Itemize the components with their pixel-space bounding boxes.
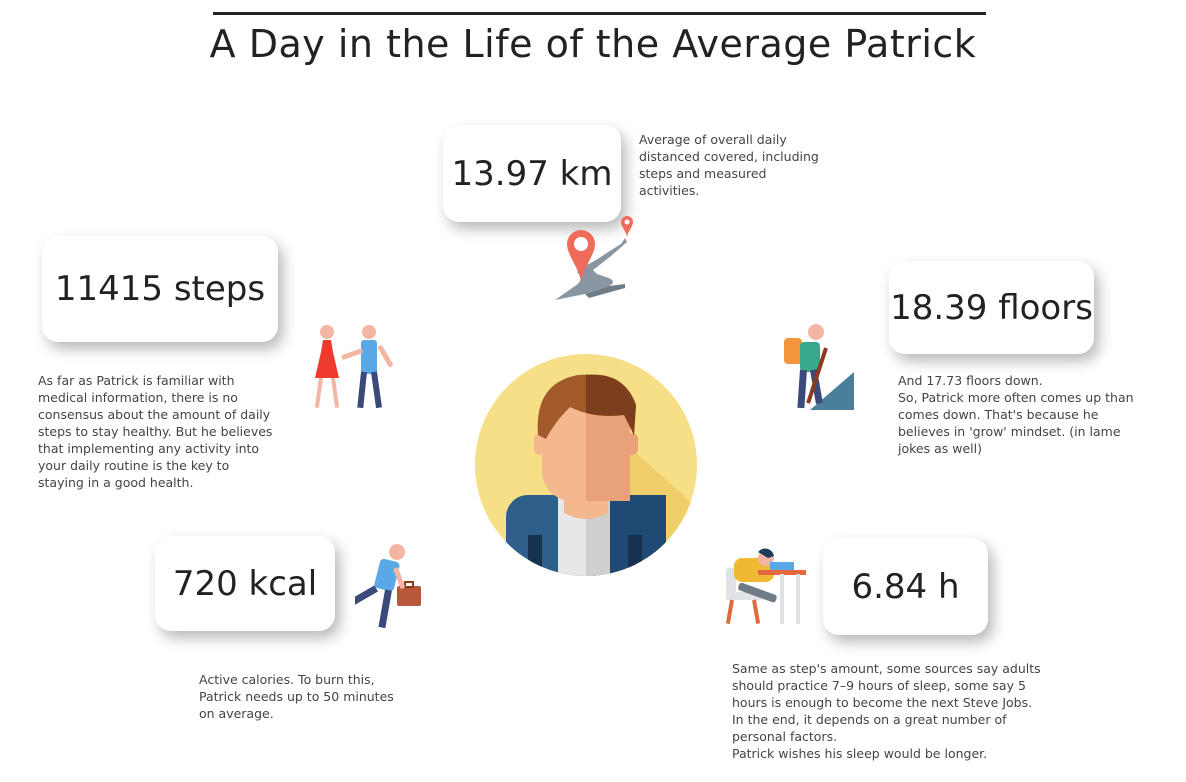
- page-title: A Day in the Life of the Average Patrick: [209, 22, 977, 66]
- walking-couple-icon: [314, 325, 393, 409]
- floors-card: 18.39 floors: [889, 261, 1094, 354]
- distance-value: 13.97 km: [451, 153, 613, 194]
- distance-description: Average of overall daily distanced cover…: [639, 132, 819, 198]
- map-pin-road-icon: [555, 216, 633, 300]
- distance-card: 13.97 km: [443, 125, 621, 222]
- sleep-card: 6.84 h: [823, 538, 988, 635]
- sleep-description: Same as step's amount, some sources say …: [732, 660, 1062, 762]
- title-rule: [213, 12, 986, 15]
- sleep-description-line-3: Patrick wishes his sleep would be longer…: [732, 746, 988, 761]
- sleeping-at-desk-icon: [725, 548, 806, 624]
- calories-value: 720 kcal: [172, 563, 318, 604]
- person-avatar-icon: [475, 354, 697, 576]
- floors-description-line-1: And 17.73 floors down.: [898, 373, 1043, 388]
- sleep-value: 6.84 h: [851, 566, 960, 607]
- sleep-description-line-2: In the end, it depends on a great number…: [732, 712, 1007, 744]
- floors-value: 18.39 floors: [890, 287, 1093, 328]
- steps-value: 11415 steps: [54, 269, 266, 309]
- floors-description: And 17.73 floors down. So, Patrick more …: [898, 372, 1148, 457]
- hiker-icon: [784, 324, 854, 410]
- sleep-description-line-1: Same as step's amount, some sources say …: [732, 661, 1041, 710]
- running-man-briefcase-icon: [355, 544, 421, 629]
- floors-description-line-2: So, Patrick more often comes up than com…: [898, 390, 1134, 456]
- calories-card: 720 kcal: [155, 536, 335, 631]
- steps-description: As far as Patrick is familiar with medic…: [38, 373, 273, 490]
- calories-description: Active calories. To burn this, Patrick n…: [199, 672, 394, 721]
- steps-card: 11415 steps: [42, 236, 278, 342]
